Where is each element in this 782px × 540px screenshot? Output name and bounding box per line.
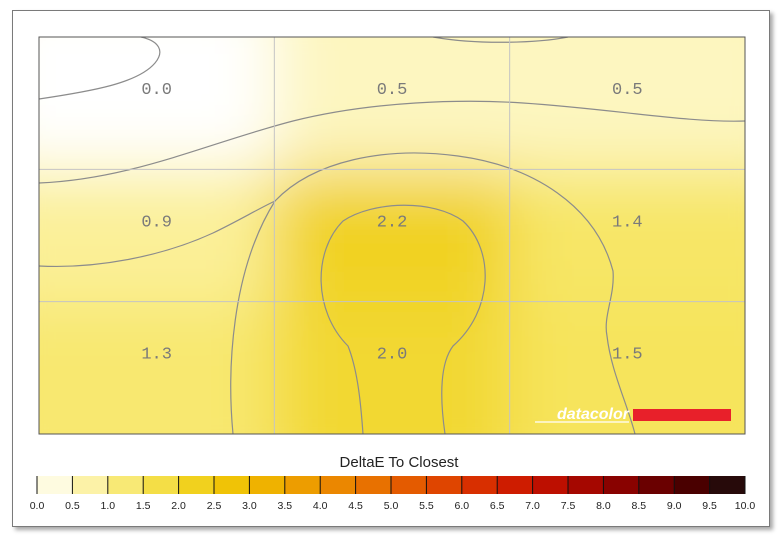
colorbar-segment-11 [391,476,427,494]
heatmap-cell-r1-c3 [509,37,745,170]
colorbar-segment-5 [178,476,215,494]
colorbar-segment-7 [249,476,286,494]
heatmap-cell-r2-c1 [39,169,275,302]
colorbar-tick-label-12: 5.5 [419,500,434,512]
heatmap-cell-r1-c1 [39,37,275,170]
colorbar-tick-label-3: 1.0 [100,500,115,512]
cell-label-r2-c1: 0.9 [141,213,172,232]
colorbar-segment-10 [355,476,392,494]
heatmap-cell-r3-c2 [274,301,510,434]
grid-lines [39,37,745,434]
datacolor-logo: datacolor [535,406,731,423]
colorbar-ticks: 0.0 0.5 1.0 1.5 2.0 2.5 3.0 3.5 4.0 4.5 5.0 5.5 6.0 6… [30,476,756,512]
cell-label-r3-c2: 2.0 [377,346,408,365]
contour-line-upper-band [39,100,745,184]
contour-line-middle-band [39,200,276,268]
colorbar-tick-label-11: 5.0 [384,500,399,512]
heatmap-cell-r1-c2 [274,37,510,170]
colorbar-title: DeltaE To Closest [340,454,460,471]
colorbar-segment-15 [532,476,569,494]
contour-line-inner-loop [320,204,486,434]
heatmap-cells [39,37,745,434]
colorbar-segment-1 [37,476,73,494]
cell-value-labels: 0.0 0.5 0.5 0.9 2.2 1.4 1.3 2.0 1.5 [141,81,642,365]
colorbar-tick-label-2: 0.5 [65,500,80,512]
colorbar-tick-label-8: 3.5 [277,500,292,512]
colorbar-tick-label-7: 3.0 [242,500,257,512]
colorbar-tick-label-21: 10.0 [735,500,756,512]
plot-border [38,36,746,435]
colorbar-tick-label-13: 6.0 [454,500,469,512]
colorbar-segment-12 [426,476,463,494]
cell-label-r3-c1: 1.3 [141,346,172,365]
deltae-heatmap-chart: datacolor 0.0 0.5 0.5 0.9 2.2 1.4 1.3 2.0 1.5 De… [30,36,756,512]
colorbar-segment-17 [603,476,640,494]
colorbar-tick-label-17: 8.0 [596,500,611,512]
colorbar-segment-16 [568,476,604,494]
heatmap-cell-r2-c3 [509,169,745,302]
colorbar-tick-label-5: 2.0 [171,500,186,512]
colorbar-segment-9 [320,476,357,494]
colorbar-segment-14 [497,476,534,494]
cell-label-r3-c3: 1.5 [612,346,643,365]
contour-lines [39,37,745,434]
colorbar-segment-2 [72,476,109,494]
cell-label-r2-c3: 1.4 [612,213,643,232]
colorbar-segment-19 [674,476,711,494]
colorbar-segment-20 [709,476,746,494]
cell-label-r2-c2: 2.2 [377,213,408,232]
heatmap-cell-r3-c3 [509,301,745,434]
colorbar-tick-label-18: 8.5 [631,500,646,512]
contour-line-outer-loop [230,152,636,434]
heatmap-cell-r3-c1 [39,301,275,434]
colorbar-tick-label-20: 9.5 [702,500,717,512]
contour-line-top-left [39,37,161,100]
colorbar-tick-label-1: 0.0 [30,500,45,512]
cell-label-r1-c3: 0.5 [612,81,643,100]
colorbar-tick-label-15: 7.0 [525,500,540,512]
datacolor-logo-bar [633,409,731,421]
colorbar-segment-13 [461,476,498,494]
colorbar-tick-label-19: 9.0 [667,500,682,512]
colorbar-tick-label-16: 7.5 [561,500,576,512]
colorbar-tick-label-14: 6.5 [490,500,505,512]
cell-label-r1-c1: 0.0 [141,81,172,100]
plot-area: datacolor 0.0 0.5 0.5 0.9 2.2 1.4 1.3 2.0 1.5 [38,36,746,435]
heatmap-cell-r2-c2 [274,169,510,302]
colorbar-segment-3 [107,476,144,494]
colorbar-tick-label-6: 2.5 [207,500,222,512]
colorbar-segment-4 [143,476,180,494]
colorbar-segment-8 [284,476,321,494]
datacolor-logo-text: datacolor [557,406,630,423]
colorbar-tick-label-10: 4.5 [348,500,363,512]
colorbar-tick-label-4: 1.5 [136,500,151,512]
cell-label-r1-c2: 0.5 [377,81,408,100]
colorbar-segment-18 [638,476,675,494]
colorbar-segment-6 [214,476,250,494]
colorbar-tick-label-9: 4.0 [313,500,328,512]
colorbar [37,476,746,494]
chart-frame: datacolor 0.0 0.5 0.5 0.9 2.2 1.4 1.3 2.0 1.5 De… [12,10,770,527]
contour-line-top-right [432,37,569,43]
